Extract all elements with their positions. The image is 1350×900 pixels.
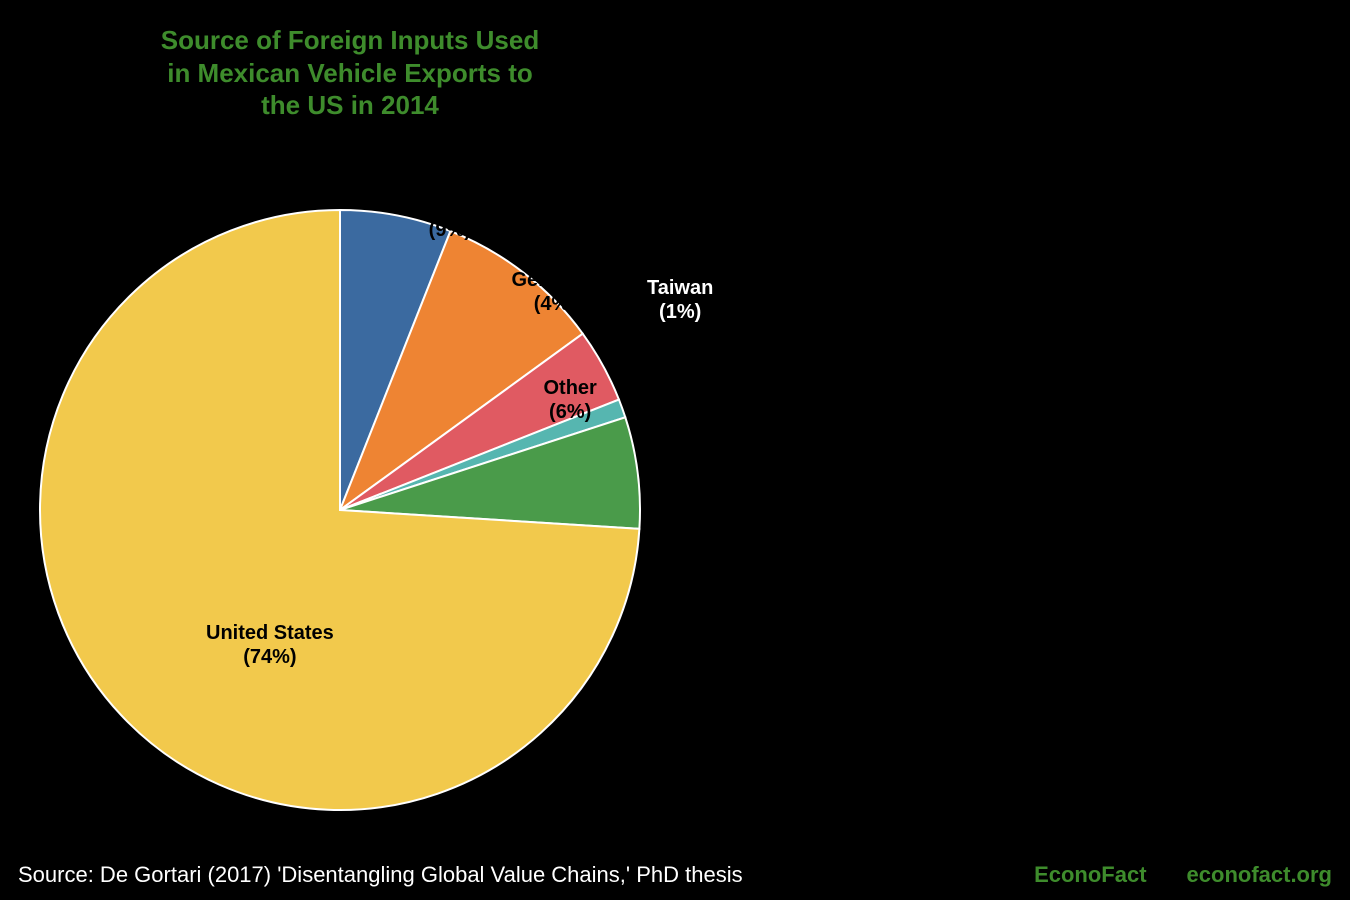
footer-source: Source: De Gortari (2017) 'Disentangling… bbox=[18, 862, 743, 888]
slice-label-united-states: United States(74%) bbox=[206, 621, 334, 669]
charts-row: Source of Foreign Inputs Usedin Mexican … bbox=[0, 0, 1350, 840]
footer-brand-name: EconoFact bbox=[1034, 862, 1146, 888]
slice-label-china: China(9%) bbox=[422, 194, 478, 242]
slice-label-canada: Canada(6%) bbox=[279, 141, 351, 189]
footer-site: econofact.org bbox=[1187, 862, 1332, 888]
slice-label-germany: Germany(4%) bbox=[512, 268, 599, 316]
chart-panel-0: Source of Foreign Inputs Usedin Mexican … bbox=[0, 0, 700, 840]
slice-label-taiwan: Taiwan(1%) bbox=[647, 276, 713, 324]
footer: Source: De Gortari (2017) 'Disentangling… bbox=[0, 862, 1350, 888]
slice-label-other: Other(6%) bbox=[544, 376, 597, 424]
